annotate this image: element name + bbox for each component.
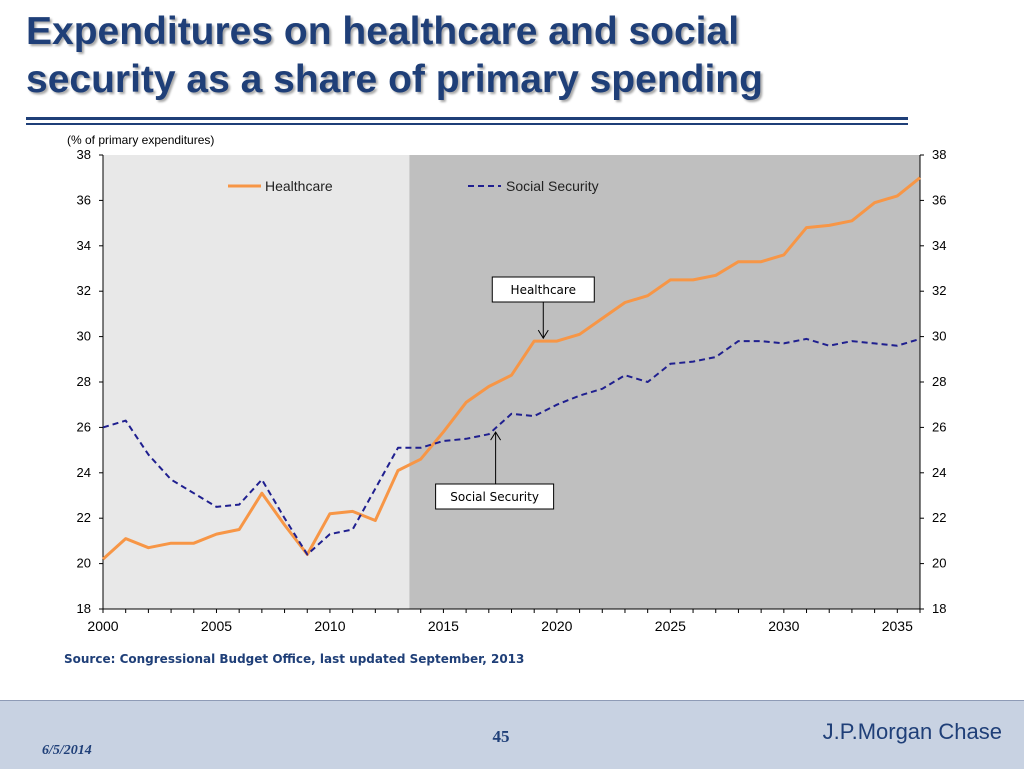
y-tick-label-right: 18 — [932, 601, 946, 616]
legend-label-social-security: Social Security — [506, 178, 599, 194]
y-tick-label-right: 32 — [932, 283, 946, 298]
y-tick-label-right: 26 — [932, 419, 946, 434]
y-tick-label-right: 38 — [932, 147, 946, 162]
x-tick-label: 2010 — [314, 618, 345, 634]
y-tick-label-left: 32 — [77, 283, 91, 298]
y-tick-label-left: 34 — [77, 238, 91, 253]
y-tick-label-left: 20 — [77, 556, 91, 571]
historical-period-background — [103, 155, 410, 609]
y-tick-label-right: 20 — [932, 556, 946, 571]
y-tick-label-right: 24 — [932, 465, 946, 480]
legend-label-healthcare: Healthcare — [265, 178, 333, 194]
slide-title: Expenditures on healthcare and social se… — [26, 8, 926, 104]
y-tick-label-right: 22 — [932, 510, 946, 525]
y-tick-label-left: 28 — [77, 374, 91, 389]
healthcare-callout-label: Healthcare — [511, 283, 576, 297]
slide-title-line-2: security as a share of primary spending — [26, 58, 763, 101]
healthcare-callout-arrowhead — [537, 329, 549, 340]
x-tick-label: 2035 — [882, 618, 913, 634]
y-tick-label-left: 30 — [77, 329, 91, 344]
x-tick-label: 2005 — [201, 618, 232, 634]
y-tick-label-left: 24 — [77, 465, 91, 480]
x-tick-label: 2015 — [428, 618, 459, 634]
x-tick-label: 2025 — [655, 618, 686, 634]
social-security-callout-arrowhead — [490, 431, 502, 441]
chart-unit-label: (% of primary expenditures) — [67, 133, 215, 147]
y-tick-label-left: 38 — [77, 147, 91, 162]
source-note: Source: Congressional Budget Office, las… — [64, 652, 525, 666]
series-line-social-security — [102, 337, 921, 556]
brand-logo-text: J.P.Morgan Chase — [822, 719, 1002, 744]
footer-date: 6/5/2014 — [42, 743, 92, 758]
x-tick-label: 2030 — [768, 618, 799, 634]
title-divider-bottom — [26, 123, 908, 125]
y-tick-label-right: 30 — [932, 329, 946, 344]
title-divider-top — [26, 117, 908, 120]
x-tick-label: 2000 — [87, 618, 118, 634]
y-tick-label-right: 34 — [932, 238, 946, 253]
y-tick-label-left: 36 — [77, 192, 91, 207]
slide-title-line-1: Expenditures on healthcare and social — [26, 10, 740, 53]
social-security-callout-box — [435, 483, 555, 510]
y-tick-label-left: 26 — [77, 419, 91, 434]
y-tick-label-left: 18 — [77, 601, 91, 616]
page-number: 45 — [492, 727, 510, 746]
y-tick-label-left: 22 — [77, 510, 91, 525]
y-tick-label-right: 36 — [932, 192, 946, 207]
social-security-callout-label: Social Security — [450, 490, 539, 504]
x-tick-label: 2020 — [541, 618, 572, 634]
y-tick-label-right: 28 — [932, 374, 946, 389]
healthcare-callout-box — [491, 276, 595, 303]
series-line-healthcare — [101, 176, 921, 561]
footer-bar: 6/5/2014 45 J.P.Morgan Chase — [0, 700, 1024, 769]
